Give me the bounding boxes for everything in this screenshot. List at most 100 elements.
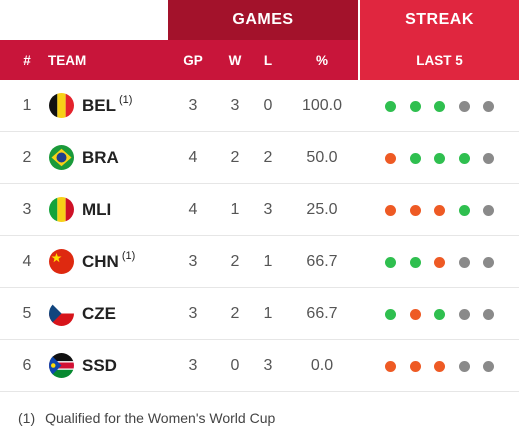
win-dot-icon (434, 308, 446, 320)
col-team-header[interactable]: TEAM (48, 52, 87, 68)
col-l-header[interactable]: L (263, 52, 273, 68)
wins-cell: 2 (230, 253, 240, 270)
table-row[interactable]: 1 BEL (1) 3 3 0 100.0 (0, 80, 519, 132)
wins-cell: 0 (230, 357, 240, 374)
empty-dot-icon (458, 100, 470, 112)
table-row[interactable]: 5 CZE 3 2 1 66.7 (0, 288, 519, 340)
team-name[interactable]: CZE (82, 288, 116, 340)
column-header-bar (0, 40, 519, 80)
standings-table: 1 BEL (1) 3 3 0 100.0 2 BRA 4 2 2 50.0 3 … (0, 80, 519, 392)
empty-dot-icon (483, 152, 495, 164)
win-dot-icon (385, 100, 396, 112)
pct-cell: 66.7 (306, 253, 338, 270)
win-dot-icon (458, 152, 470, 164)
belgium-flag-icon (49, 93, 74, 118)
win-dot-icon (434, 152, 446, 164)
col-rank-header[interactable]: # (23, 52, 31, 68)
empty-dot-icon (483, 308, 495, 320)
gp-cell: 4 (188, 201, 198, 218)
win-dot-icon (458, 204, 470, 216)
loss-dot-icon (434, 360, 446, 372)
last5-streak (385, 288, 508, 340)
team-name[interactable]: BEL (1) (82, 80, 132, 132)
mali-flag-icon (49, 197, 74, 222)
gp-cell: 3 (188, 97, 198, 114)
wins-cell: 2 (230, 149, 240, 166)
wins-cell: 1 (230, 201, 240, 218)
win-dot-icon (409, 152, 421, 164)
gp-cell: 4 (188, 149, 198, 166)
empty-dot-icon (458, 308, 470, 320)
wins-cell: 3 (230, 97, 240, 114)
team-name[interactable]: SSD (82, 340, 117, 392)
win-dot-icon (385, 308, 396, 320)
win-dot-icon (409, 256, 421, 268)
qualified-note: (1) (121, 250, 136, 262)
win-dot-icon (409, 100, 421, 112)
team-code: BRA (82, 148, 119, 167)
pct-cell: 25.0 (306, 201, 338, 218)
col-last5-header: LAST 5 (416, 52, 463, 68)
last5-streak (385, 80, 508, 132)
table-row[interactable]: 3 MLI 4 1 3 25.0 (0, 184, 519, 236)
qualified-note: (1) (119, 94, 133, 106)
gp-cell: 3 (188, 305, 198, 322)
col-pct-header[interactable]: % (315, 52, 328, 68)
col-w-header[interactable]: W (228, 52, 242, 68)
gp-cell: 3 (188, 357, 198, 374)
team-name[interactable]: CHN (1) (82, 236, 135, 288)
team-code: CHN (82, 252, 119, 271)
loss-dot-icon (434, 204, 446, 216)
loss-dot-icon (409, 360, 421, 372)
games-group-header: GAMES (168, 0, 358, 40)
table-row[interactable]: 6 SSD 3 0 3 0.0 (0, 340, 519, 392)
loss-dot-icon (409, 204, 421, 216)
table-row[interactable]: 4 CHN (1) 3 2 1 66.7 (0, 236, 519, 288)
loss-dot-icon (409, 308, 421, 320)
footnote-marker: (1) (18, 410, 36, 426)
team-code: CZE (82, 304, 116, 323)
team-code: BEL (82, 96, 116, 115)
rank-cell: 3 (22, 201, 32, 218)
loss-dot-icon (434, 256, 446, 268)
losses-cell: 3 (263, 357, 273, 374)
rank-cell: 4 (22, 253, 32, 270)
team-name[interactable]: BRA (82, 132, 119, 184)
losses-cell: 0 (263, 97, 273, 114)
pct-cell: 66.7 (306, 305, 338, 322)
last5-streak (385, 184, 508, 236)
wins-cell: 2 (230, 305, 240, 322)
brazil-flag-icon (49, 145, 74, 170)
empty-dot-icon (483, 204, 495, 216)
losses-cell: 1 (263, 253, 273, 270)
pct-cell: 50.0 (306, 149, 338, 166)
last5-streak (385, 236, 508, 288)
china-flag-icon (49, 249, 74, 274)
streak-group-header: STREAK (360, 0, 519, 40)
czech-flag-icon (49, 301, 74, 326)
empty-dot-icon (483, 100, 495, 112)
losses-cell: 2 (263, 149, 273, 166)
pct-cell: 0.0 (310, 357, 334, 374)
win-dot-icon (385, 256, 396, 268)
team-name[interactable]: MLI (82, 184, 111, 236)
rank-cell: 6 (22, 357, 32, 374)
empty-dot-icon (458, 256, 470, 268)
losses-cell: 1 (263, 305, 273, 322)
pct-cell: 100.0 (301, 97, 343, 114)
loss-dot-icon (385, 152, 396, 164)
table-row[interactable]: 2 BRA 4 2 2 50.0 (0, 132, 519, 184)
last5-streak (385, 340, 508, 392)
empty-dot-icon (483, 360, 495, 372)
gp-cell: 3 (188, 253, 198, 270)
last5-streak (385, 132, 508, 184)
rank-cell: 2 (22, 149, 32, 166)
south-sudan-flag-icon (49, 353, 74, 378)
col-gp-header[interactable]: GP (183, 52, 203, 68)
rank-cell: 1 (22, 97, 32, 114)
loss-dot-icon (385, 204, 396, 216)
rank-cell: 5 (22, 305, 32, 322)
footnote: (1) Qualified for the Women's World Cup (18, 410, 275, 426)
loss-dot-icon (385, 360, 396, 372)
empty-dot-icon (483, 256, 495, 268)
